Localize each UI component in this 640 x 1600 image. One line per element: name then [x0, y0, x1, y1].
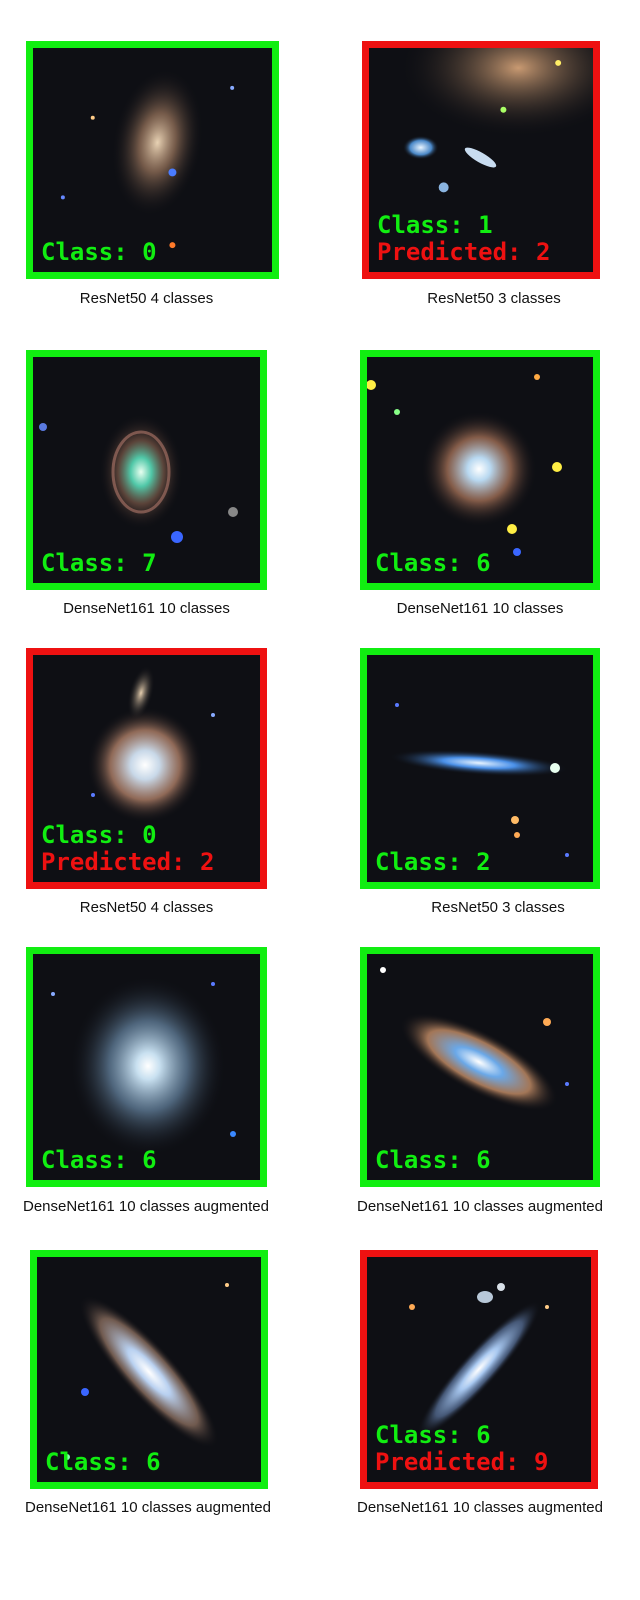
panel-labels: Class: 7: [41, 550, 157, 577]
galaxy-panel-3: Class: 7: [26, 350, 267, 590]
panel-labels: Class: 6: [45, 1449, 161, 1476]
panel-caption-1: ResNet50 4 classes: [79, 290, 214, 307]
panel-caption-6: ResNet50 3 classes: [431, 899, 565, 916]
panel-labels: Class: 0 Predicted: 2: [41, 822, 214, 876]
panel-labels: Class: 2: [375, 849, 491, 876]
class-label: Class: 7: [41, 549, 157, 577]
galaxy-panel-9: Class: 6: [30, 1250, 268, 1489]
galaxy-panel-10: Class: 6 Predicted: 9: [360, 1250, 598, 1489]
galaxy-image-4: [367, 374, 562, 556]
galaxy-panel-5: Class: 0 Predicted: 2: [26, 648, 267, 889]
panel-labels: Class: 6: [375, 1147, 491, 1174]
predicted-label: Predicted: 2: [41, 848, 215, 876]
galaxy-image-8: [380, 967, 569, 1112]
class-label: Class: 0: [41, 238, 157, 266]
panel-caption-7: DenseNet161 10 classes augmented: [23, 1198, 269, 1215]
class-label: Class: 6: [375, 549, 491, 577]
galaxy-image-2: [398, 48, 593, 193]
panel-caption-8: DenseNet161 10 classes augmented: [357, 1198, 603, 1215]
panel-labels: Class: 0: [41, 239, 157, 266]
galaxy-panel-2: Class: 1 Predicted: 2: [362, 41, 600, 279]
class-label: Class: 6: [375, 1146, 491, 1174]
class-label: Class: 6: [375, 1421, 491, 1449]
panel-labels: Class: 6: [41, 1147, 157, 1174]
panel-caption-3: DenseNet161 10 classes: [63, 600, 230, 617]
class-label: Class: 6: [41, 1146, 157, 1174]
class-label: Class: 1: [377, 211, 493, 239]
galaxy-image-7: [51, 976, 236, 1156]
panel-caption-5: ResNet50 4 classes: [79, 899, 214, 916]
galaxy-image-9: [64, 1283, 229, 1460]
panel-caption-4: DenseNet161 10 classes: [396, 600, 564, 617]
galaxy-image-1: [60, 68, 235, 249]
galaxy-image-10: [409, 1283, 549, 1437]
panel-caption-9: DenseNet161 10 classes augmented: [25, 1499, 271, 1516]
panel-caption-2: ResNet50 3 classes: [427, 290, 561, 307]
galaxy-panel-4: Class: 6: [360, 350, 600, 590]
galaxy-image-5: [87, 665, 215, 823]
panel-labels: Class: 1 Predicted: 2: [377, 212, 550, 266]
class-label: Class: 0: [41, 821, 157, 849]
galaxy-panel-8: Class: 6: [360, 947, 600, 1187]
class-label: Class: 6: [45, 1448, 161, 1476]
predicted-label: Predicted: 2: [377, 238, 551, 266]
panel-labels: Class: 6 Predicted: 9: [375, 1422, 548, 1476]
galaxy-image-3: [39, 414, 238, 543]
galaxy-panel-7: Class: 6: [26, 947, 267, 1187]
galaxy-panel-1: Class: 0: [26, 41, 279, 279]
class-label: Class: 2: [375, 848, 491, 876]
predicted-label: Predicted: 9: [375, 1448, 549, 1476]
panel-caption-10: DenseNet161 10 classes augmented: [357, 1499, 603, 1516]
galaxy-panel-6: Class: 2: [360, 648, 600, 889]
panel-labels: Class: 6: [375, 550, 491, 577]
galaxy-image-6: [389, 703, 569, 857]
